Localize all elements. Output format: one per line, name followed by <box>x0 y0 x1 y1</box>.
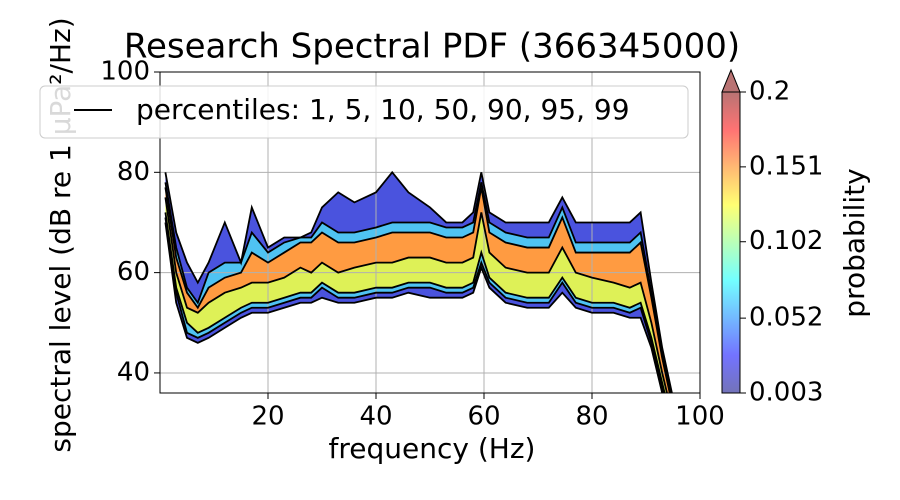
colorbar-extend <box>721 68 741 93</box>
percentile-line <box>164 222 664 393</box>
x-axis-label: frequency (Hz) <box>329 432 536 465</box>
plot-area <box>160 72 700 393</box>
x-tick-label: 60 <box>467 402 500 432</box>
x-tick-label: 80 <box>575 402 608 432</box>
percentile-line <box>164 170 673 393</box>
colorbar-tick-label: 0.102 <box>749 226 823 256</box>
x-tick-label: 100 <box>675 402 725 432</box>
legend-label: percentiles: 1, 5, 10, 50, 90, 95, 99 <box>136 93 630 126</box>
colorbar-label: probability <box>838 168 871 317</box>
y-tick-label: 60 <box>117 257 150 287</box>
plot-frame <box>159 71 701 394</box>
colorbar-tick-label: 0.003 <box>749 378 823 408</box>
y-tick-label: 40 <box>117 357 150 387</box>
colorbar-tick-label: 0.052 <box>749 303 823 333</box>
axes: 20 40 60 80 100 40 60 80 100 <box>100 57 724 432</box>
colorbar-tick-label: 0.2 <box>749 77 790 107</box>
percentile-line <box>164 212 666 393</box>
legend: percentiles: 1, 5, 10, 50, 90, 95, 99 <box>39 85 689 139</box>
legend-box <box>39 85 689 139</box>
percentile-line <box>164 182 672 393</box>
y-axis-label: spectral level (dB re 1 µPa²/Hz) <box>44 17 77 452</box>
chart-title: Research Spectral PDF (366345000) <box>124 27 740 67</box>
percentile-line <box>164 217 665 393</box>
percentile-line <box>164 187 671 393</box>
y-tick-label: 80 <box>117 157 150 187</box>
colorbar: probability 0.003 0.052 0.102 0.151 0.2 <box>721 68 871 408</box>
density-band <box>165 182 671 393</box>
colorbar-scale <box>721 91 741 394</box>
colorbar-tick-label: 0.151 <box>749 151 823 181</box>
density-band <box>165 172 672 393</box>
x-tick-label: 20 <box>251 402 284 432</box>
x-tick-label: 40 <box>359 402 392 432</box>
percentile-line <box>164 197 668 393</box>
density-band <box>165 197 668 393</box>
y-tick-label: 100 <box>100 57 150 87</box>
